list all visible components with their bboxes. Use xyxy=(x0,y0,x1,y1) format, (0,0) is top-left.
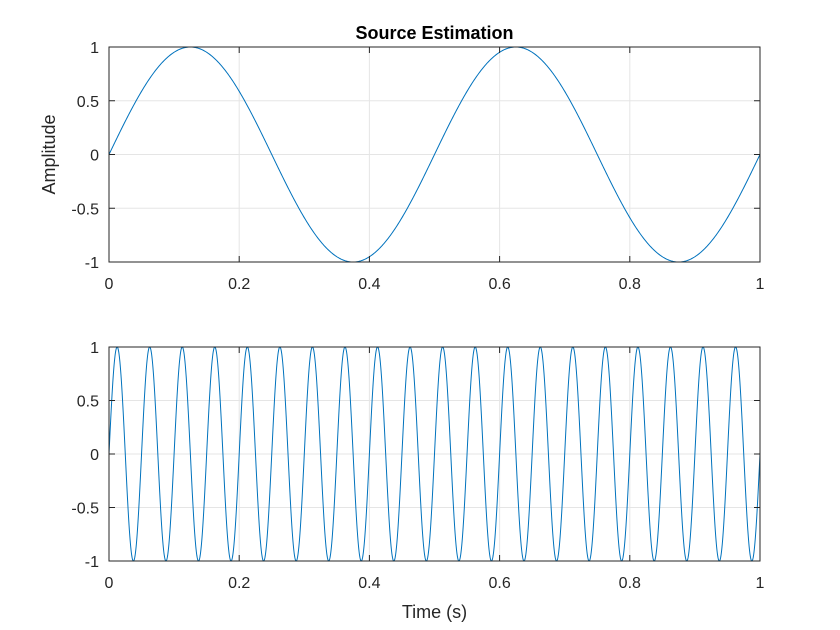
bottom-y-tick-label: 0.5 xyxy=(77,394,99,411)
bottom-y-tick-label: 1 xyxy=(90,340,99,357)
top-y-tick-labels: 1 0.5 0 -0.5 -1 xyxy=(71,40,99,272)
top-x-tick-label: 0.6 xyxy=(488,276,510,293)
bottom-y-tick-label: -1 xyxy=(85,554,99,571)
top-series-group xyxy=(108,46,761,263)
bottom-tick-marks xyxy=(108,346,761,562)
top-x-tick-label: 0 xyxy=(105,276,114,293)
top-y-tick-label: -0.5 xyxy=(71,201,99,218)
bottom-x-tick-label: 0.8 xyxy=(619,575,641,592)
top-x-tick-label: 0.4 xyxy=(358,276,380,293)
bottom-y-tick-labels: 1 0.5 0 -0.5 -1 xyxy=(71,340,99,571)
bottom-y-tick-label: -0.5 xyxy=(71,501,99,518)
top-subplot: 0 0.2 0.4 0.6 0.8 1 1 0.5 0 -0.5 -1 Sour… xyxy=(39,23,765,293)
y-axis-label: Amplitude xyxy=(39,114,59,194)
bottom-series-line xyxy=(108,346,761,562)
bottom-subplot: 0 0.2 0.4 0.6 0.8 1 1 0.5 0 -0.5 -1 Time… xyxy=(71,340,764,622)
bottom-x-tick-labels: 0 0.2 0.4 0.6 0.8 1 xyxy=(105,575,765,592)
bottom-x-tick-label: 0.4 xyxy=(358,575,380,592)
bottom-x-tick-label: 0.6 xyxy=(488,575,510,592)
top-y-tick-label: 0.5 xyxy=(77,94,99,111)
top-y-tick-label: -1 xyxy=(85,255,99,272)
bottom-x-tick-label: 1 xyxy=(756,575,765,592)
bottom-y-tick-label: 0 xyxy=(90,447,99,464)
top-y-tick-label: 1 xyxy=(90,40,99,57)
top-tick-marks xyxy=(108,46,761,263)
chart-title: Source Estimation xyxy=(355,23,513,43)
top-x-tick-label: 1 xyxy=(756,276,765,293)
x-axis-label: Time (s) xyxy=(402,602,467,622)
bottom-series-group xyxy=(108,346,761,562)
top-series-line xyxy=(108,46,761,263)
top-y-tick-label: 0 xyxy=(90,148,99,165)
top-x-tick-label: 0.8 xyxy=(619,276,641,293)
top-x-tick-labels: 0 0.2 0.4 0.6 0.8 1 xyxy=(105,276,765,293)
bottom-x-tick-label: 0 xyxy=(105,575,114,592)
top-x-tick-label: 0.2 xyxy=(228,276,250,293)
bottom-x-tick-label: 0.2 xyxy=(228,575,250,592)
